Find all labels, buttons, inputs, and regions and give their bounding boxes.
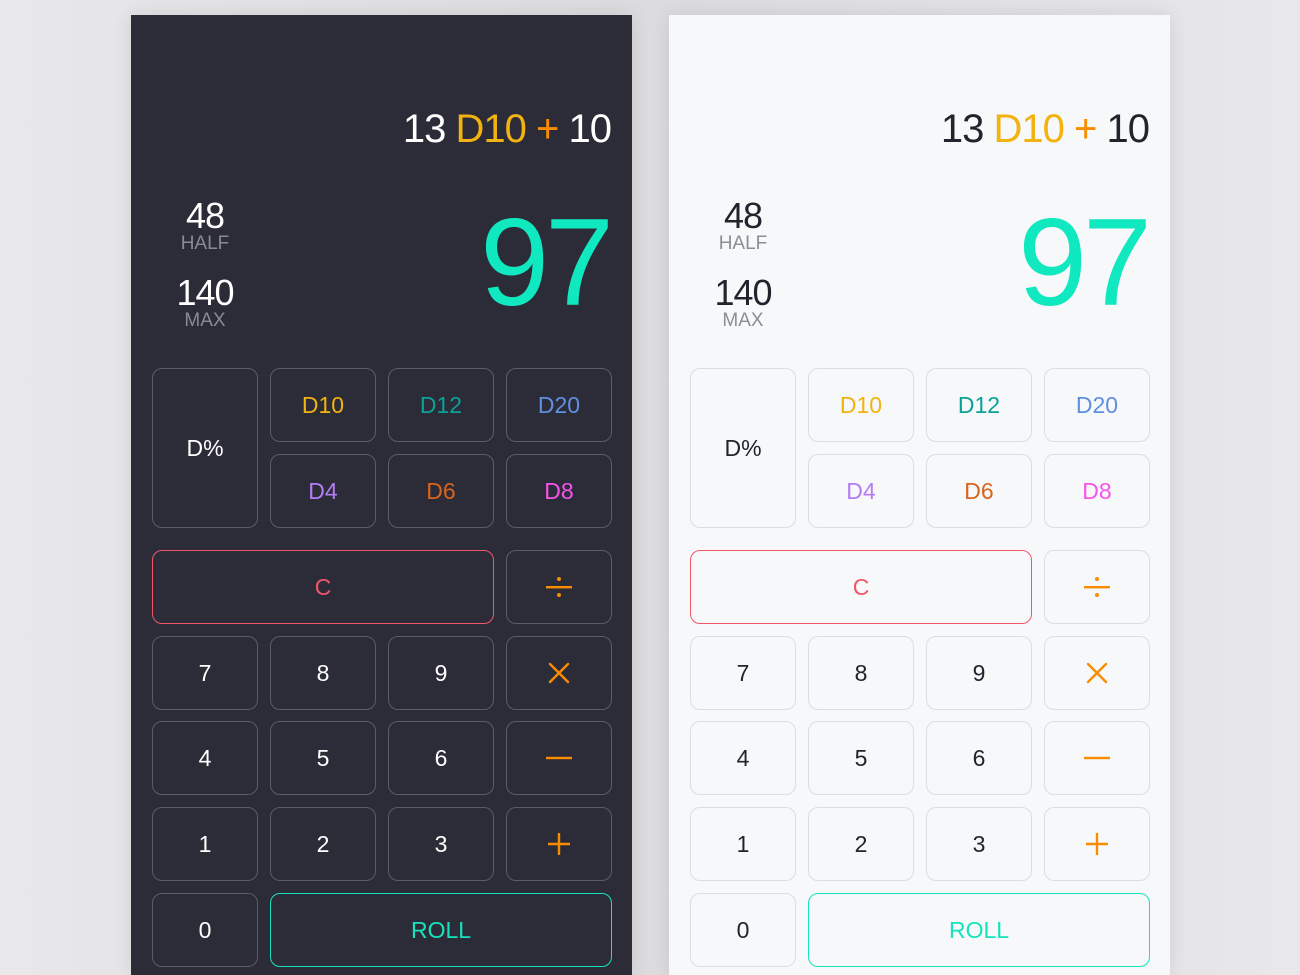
multiply-button[interactable] <box>506 636 612 710</box>
d8-button[interactable]: D8 <box>1044 454 1150 528</box>
half-label: HALF <box>718 233 768 254</box>
expression-operator: + <box>536 107 559 151</box>
expression-count: 13 <box>940 107 984 151</box>
key-5[interactable]: 5 <box>270 721 376 795</box>
half-value: 48 <box>185 195 225 236</box>
expression-modifier: 10 <box>568 107 612 151</box>
key-0[interactable]: 0 <box>152 893 258 967</box>
half-value: 48 <box>723 195 763 236</box>
dpercent-button[interactable]: D% <box>690 368 796 528</box>
key-1[interactable]: 1 <box>690 807 796 881</box>
divide-icon <box>545 576 573 598</box>
key-2[interactable]: 2 <box>270 807 376 881</box>
d6-button[interactable]: D6 <box>926 454 1032 528</box>
expression-die: D10 <box>455 107 527 151</box>
max-stat: 140 MAX <box>690 275 796 331</box>
expression-display: 13 D10 + 10 <box>940 107 1150 152</box>
clear-button[interactable]: C <box>152 550 494 624</box>
plus-button[interactable] <box>1044 807 1150 881</box>
multiply-icon <box>548 662 570 684</box>
key-8[interactable]: 8 <box>270 636 376 710</box>
key-4[interactable]: 4 <box>152 721 258 795</box>
key-7[interactable]: 7 <box>152 636 258 710</box>
minus-icon <box>1084 756 1110 760</box>
key-6[interactable]: 6 <box>926 721 1032 795</box>
divide-button[interactable] <box>506 550 612 624</box>
dice-calculator-light: 13 D10 + 10 48 HALF 140 MAX 97 D% D10 D1… <box>669 15 1170 975</box>
d4-button[interactable]: D4 <box>808 454 914 528</box>
expression-die: D10 <box>993 107 1065 151</box>
expression-count: 13 <box>402 107 446 151</box>
plus-icon <box>1086 833 1108 855</box>
key-9[interactable]: 9 <box>926 636 1032 710</box>
max-value: 140 <box>714 272 772 313</box>
d12-button[interactable]: D12 <box>388 368 494 442</box>
key-9[interactable]: 9 <box>388 636 494 710</box>
dpercent-button[interactable]: D% <box>152 368 258 528</box>
key-6[interactable]: 6 <box>388 721 494 795</box>
half-stat: 48 HALF <box>690 198 796 254</box>
multiply-button[interactable] <box>1044 636 1150 710</box>
max-stat: 140 MAX <box>152 275 258 331</box>
divide-button[interactable] <box>1044 550 1150 624</box>
key-2[interactable]: 2 <box>808 807 914 881</box>
half-label: HALF <box>180 233 230 254</box>
key-8[interactable]: 8 <box>808 636 914 710</box>
plus-icon <box>548 833 570 855</box>
minus-button[interactable] <box>1044 721 1150 795</box>
key-3[interactable]: 3 <box>926 807 1032 881</box>
roll-result: 97 <box>480 194 614 332</box>
plus-button[interactable] <box>506 807 612 881</box>
dice-calculator-dark: 13 D10 + 10 48 HALF 140 MAX 97 D% D10 D1… <box>131 15 632 975</box>
multiply-icon <box>1086 662 1108 684</box>
d20-button[interactable]: D20 <box>1044 368 1150 442</box>
key-4[interactable]: 4 <box>690 721 796 795</box>
d10-button[interactable]: D10 <box>270 368 376 442</box>
max-value: 140 <box>176 272 234 313</box>
half-stat: 48 HALF <box>152 198 258 254</box>
max-label: MAX <box>184 310 226 331</box>
d10-button[interactable]: D10 <box>808 368 914 442</box>
d4-button[interactable]: D4 <box>270 454 376 528</box>
key-7[interactable]: 7 <box>690 636 796 710</box>
key-1[interactable]: 1 <box>152 807 258 881</box>
max-label: MAX <box>722 310 764 331</box>
d12-button[interactable]: D12 <box>926 368 1032 442</box>
minus-button[interactable] <box>506 721 612 795</box>
key-5[interactable]: 5 <box>808 721 914 795</box>
minus-icon <box>546 756 572 760</box>
expression-display: 13 D10 + 10 <box>402 107 612 152</box>
clear-button[interactable]: C <box>690 550 1032 624</box>
key-3[interactable]: 3 <box>388 807 494 881</box>
divide-icon <box>1083 576 1111 598</box>
expression-modifier: 10 <box>1106 107 1150 151</box>
expression-operator: + <box>1074 107 1097 151</box>
d8-button[interactable]: D8 <box>506 454 612 528</box>
roll-button[interactable]: ROLL <box>270 893 612 967</box>
d6-button[interactable]: D6 <box>388 454 494 528</box>
d20-button[interactable]: D20 <box>506 368 612 442</box>
key-0[interactable]: 0 <box>690 893 796 967</box>
roll-button[interactable]: ROLL <box>808 893 1150 967</box>
roll-result: 97 <box>1018 194 1152 332</box>
